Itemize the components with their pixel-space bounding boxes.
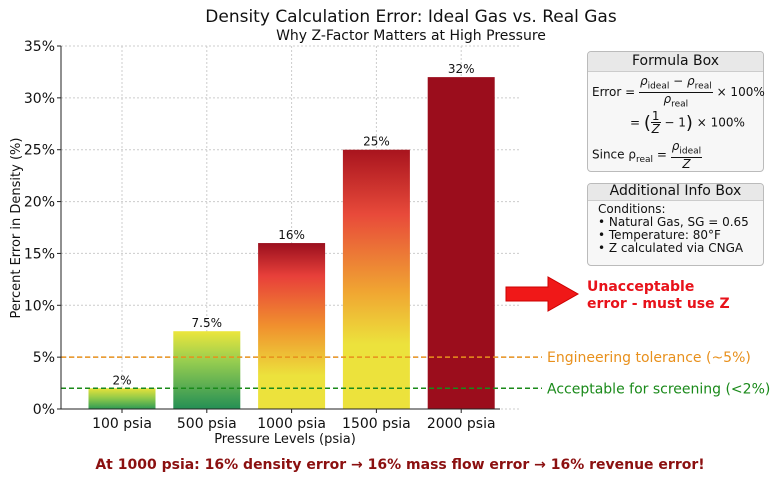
x-tick-label: 1500 psia <box>342 416 411 432</box>
formula-text: Error = <box>592 84 636 99</box>
sub: real <box>694 81 712 92</box>
bar <box>342 149 410 409</box>
op: = <box>656 147 667 162</box>
annotation-line-1: Unacceptable <box>587 279 694 295</box>
sub: real <box>635 154 654 165</box>
sub: ideal <box>647 81 670 92</box>
x-axis-label: Pressure Levels (psia) <box>214 432 356 447</box>
rho: ρ <box>663 91 672 106</box>
num: 1 <box>650 108 661 124</box>
y-tick-label: 0% <box>33 402 55 418</box>
reference-line-label: Acceptable for screening (<2%) <box>547 381 770 397</box>
y-tick-label: 10% <box>24 298 55 314</box>
info-line: • Z calculated via CNGA <box>598 241 744 255</box>
y-tick-label: 35% <box>24 39 55 55</box>
annotation-line-2: error - must use Z <box>587 296 730 312</box>
op: = <box>630 115 641 130</box>
info-line: • Natural Gas, SG = 0.65 <box>598 215 749 229</box>
bar <box>88 388 156 409</box>
bar-data-label: 7.5% <box>192 316 223 330</box>
x-tick-label: 1000 psia <box>257 416 326 432</box>
x-tick-label: 100 psia <box>92 416 152 432</box>
info-box: Additional Info Box Conditions: • Natura… <box>587 183 764 266</box>
formula-box-title: Formula Box <box>588 52 763 72</box>
sub: ideal <box>679 146 702 157</box>
op: − 1 <box>664 115 686 130</box>
den: Z <box>651 122 660 137</box>
y-tick-label: 20% <box>24 195 55 211</box>
rho: ρ <box>671 138 680 153</box>
den: Z <box>682 156 691 171</box>
info-box-title: Additional Info Box <box>588 184 763 201</box>
y-tick-label: 5% <box>33 350 55 366</box>
formula-text: × 100% <box>696 115 745 130</box>
rho: ρ <box>639 74 648 88</box>
bar <box>258 243 326 409</box>
op: − <box>669 74 688 88</box>
info-line: • Temperature: 80°F <box>598 228 721 242</box>
y-tick-label: 30% <box>24 91 55 107</box>
formula-text: × 100% <box>716 84 765 99</box>
footer-note: At 1000 psia: 16% density error → 16% ma… <box>95 457 704 473</box>
bar-data-label: 25% <box>363 135 390 149</box>
bar-data-label: 2% <box>112 373 131 387</box>
reference-line-label: Engineering tolerance (~5%) <box>547 350 751 366</box>
sub: real <box>671 99 689 110</box>
y-tick-label: 25% <box>24 143 55 159</box>
bar-data-label: 16% <box>278 228 305 242</box>
y-tick-label: 15% <box>24 246 55 262</box>
chart-subtitle: Why Z-Factor Matters at High Pressure <box>276 28 546 44</box>
chart-title: Density Calculation Error: Ideal Gas vs.… <box>205 7 617 27</box>
info-line: Conditions: <box>598 202 666 216</box>
arrow-icon <box>505 276 580 312</box>
formula-box: Formula Box Error = ρideal − ρreal ρreal … <box>587 51 765 172</box>
bar-data-label: 32% <box>448 62 475 76</box>
y-axis-label: Percent Error in Density (%) <box>9 138 24 319</box>
x-tick-label: 2000 psia <box>427 416 496 432</box>
bar <box>427 77 495 409</box>
bar <box>173 331 241 409</box>
rho: ρ <box>687 74 695 88</box>
x-tick-label: 500 psia <box>177 416 237 432</box>
formula-text: Since ρ <box>592 147 636 162</box>
